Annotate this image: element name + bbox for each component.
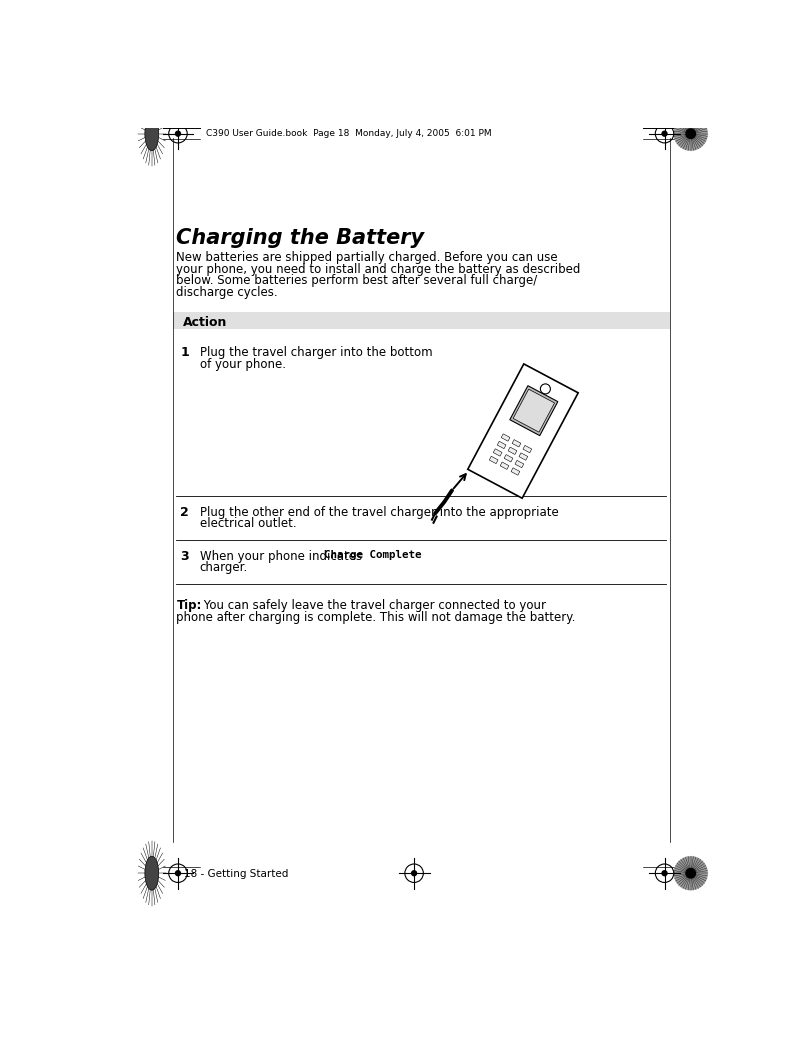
Circle shape bbox=[674, 117, 708, 151]
Polygon shape bbox=[490, 456, 498, 464]
Polygon shape bbox=[523, 446, 532, 453]
Ellipse shape bbox=[145, 857, 158, 891]
Text: 18 - Getting Started: 18 - Getting Started bbox=[184, 869, 288, 879]
Text: Action: Action bbox=[183, 316, 227, 329]
Text: discharge cycles.: discharge cycles. bbox=[176, 286, 278, 299]
Polygon shape bbox=[501, 434, 510, 442]
Text: phone after charging is complete. This will not damage the battery.: phone after charging is complete. This w… bbox=[176, 611, 576, 624]
Text: 2: 2 bbox=[180, 505, 189, 519]
Circle shape bbox=[175, 870, 180, 876]
Circle shape bbox=[662, 131, 667, 136]
FancyBboxPatch shape bbox=[173, 313, 670, 330]
Polygon shape bbox=[515, 461, 524, 468]
Polygon shape bbox=[512, 439, 521, 447]
Polygon shape bbox=[510, 386, 558, 435]
Polygon shape bbox=[504, 454, 513, 462]
Text: Tip:: Tip: bbox=[176, 599, 202, 612]
Circle shape bbox=[674, 857, 708, 891]
Polygon shape bbox=[468, 364, 579, 498]
Text: Plug the travel charger into the bottom: Plug the travel charger into the bottom bbox=[200, 347, 432, 360]
Text: Charge Complete: Charge Complete bbox=[324, 550, 422, 560]
Polygon shape bbox=[500, 462, 509, 469]
Text: When your phone indicates: When your phone indicates bbox=[200, 550, 365, 563]
Polygon shape bbox=[511, 468, 520, 476]
Text: Plug the other end of the travel charger into the appropriate: Plug the other end of the travel charger… bbox=[200, 505, 558, 519]
Text: of your phone.: of your phone. bbox=[200, 359, 285, 371]
Circle shape bbox=[662, 870, 667, 876]
Circle shape bbox=[686, 868, 696, 878]
Text: below. Some batteries perform best after several full charge/: below. Some batteries perform best after… bbox=[176, 275, 537, 287]
Text: electrical outlet.: electrical outlet. bbox=[200, 517, 297, 531]
Polygon shape bbox=[497, 442, 506, 449]
Text: 1: 1 bbox=[180, 347, 189, 360]
Circle shape bbox=[686, 129, 696, 138]
Polygon shape bbox=[493, 449, 502, 456]
Text: 3: 3 bbox=[180, 550, 189, 563]
Ellipse shape bbox=[145, 117, 158, 151]
Polygon shape bbox=[519, 453, 528, 461]
Text: New batteries are shipped partially charged. Before you can use: New batteries are shipped partially char… bbox=[176, 251, 558, 264]
Text: your phone, you need to install and charge the battery as described: your phone, you need to install and char… bbox=[176, 263, 581, 276]
Polygon shape bbox=[508, 447, 517, 454]
Text: charger.: charger. bbox=[200, 562, 248, 575]
Text: You can safely leave the travel charger connected to your: You can safely leave the travel charger … bbox=[200, 599, 545, 612]
Polygon shape bbox=[513, 389, 554, 432]
Circle shape bbox=[175, 131, 180, 136]
Circle shape bbox=[411, 870, 417, 876]
Text: Charging the Battery: Charging the Battery bbox=[176, 228, 424, 248]
Text: C390 User Guide.book  Page 18  Monday, July 4, 2005  6:01 PM: C390 User Guide.book Page 18 Monday, Jul… bbox=[206, 129, 491, 138]
